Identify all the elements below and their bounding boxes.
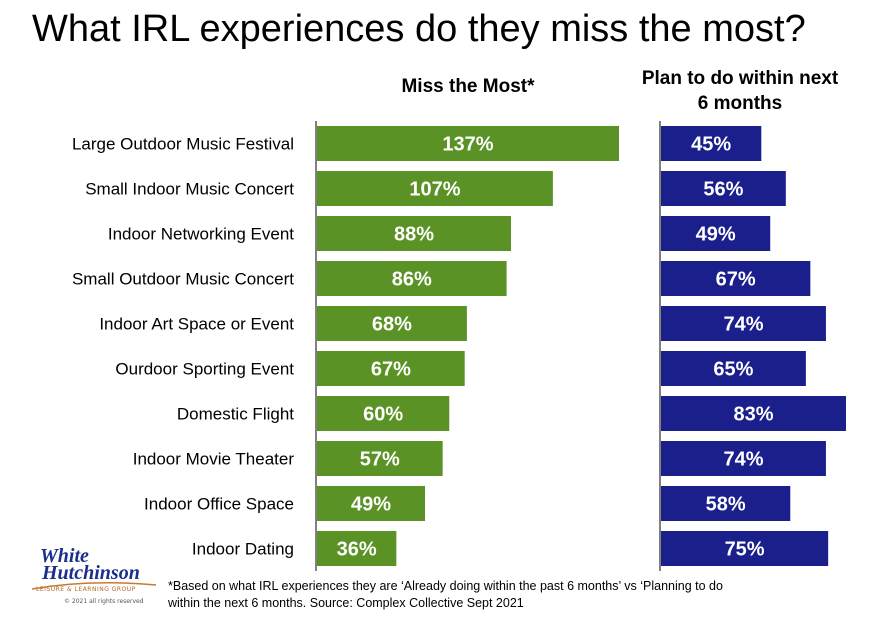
category-label: Small Indoor Music Concert (85, 180, 294, 199)
bar-miss-the-most (317, 351, 465, 386)
footnote-line-2: within the next 6 months. Source: Comple… (168, 596, 524, 610)
data-label: 67% (716, 269, 756, 291)
bar-miss-the-most (317, 396, 450, 431)
bar-plan-to-do (661, 351, 806, 386)
footnote: *Based on what IRL experiences they are … (168, 578, 868, 612)
data-label: 49% (351, 494, 391, 516)
series-header-plan-to-do: Plan to do within next 6 months (641, 68, 839, 114)
logo-text-line1: White (40, 545, 89, 567)
data-label: 68% (372, 314, 412, 336)
bar-miss-the-most (317, 171, 553, 206)
bar-plan-to-do (661, 396, 846, 431)
logo-swoosh-icon (31, 582, 157, 590)
logo-tagline: LEISURE & LEARNING GROUP (36, 586, 136, 593)
company-logo: White Hutchinson LEISURE & LEARNING GROU… (30, 546, 160, 610)
category-label: Domestic Flight (177, 405, 294, 424)
data-label: 56% (703, 179, 743, 201)
bar-miss-the-most (317, 306, 467, 341)
data-label: 49% (696, 224, 736, 246)
bar-plan-to-do (661, 261, 811, 296)
data-label: 65% (713, 359, 753, 381)
data-label: 74% (723, 314, 763, 336)
data-label: 75% (725, 539, 765, 561)
data-label: 57% (360, 449, 400, 471)
logo-copyright: © 2021 all rights reserved (64, 598, 144, 605)
footnote-line-1: *Based on what IRL experiences they are … (168, 579, 723, 593)
data-label: 67% (371, 359, 411, 381)
category-label: Ourdoor Sporting Event (115, 360, 294, 379)
data-label: 83% (733, 404, 773, 426)
data-label: 36% (337, 539, 377, 561)
bar-chart: Large Outdoor Music Festival 137% 45% Small… (72, 121, 846, 571)
bar-plan-to-do (661, 171, 786, 206)
data-label: 60% (363, 404, 403, 426)
data-label: 74% (723, 449, 763, 471)
bar-plan-to-do (661, 441, 826, 476)
category-label: Indoor Art Space or Event (99, 315, 294, 334)
bar-miss-the-most (317, 486, 426, 521)
series-header-miss-the-most: Miss the Most* (401, 76, 535, 97)
data-label: 86% (392, 269, 432, 291)
category-label: Indoor Networking Event (108, 225, 294, 244)
data-label: 88% (394, 224, 434, 246)
bar-miss-the-most (317, 216, 511, 251)
bar-miss-the-most (317, 531, 397, 566)
chart-title: What IRL experiences do they miss the mo… (32, 8, 806, 50)
data-label: 137% (442, 134, 493, 156)
category-label: Indoor Movie Theater (133, 450, 295, 469)
bar-plan-to-do (661, 126, 762, 161)
bar-plan-to-do (661, 216, 771, 251)
category-label: Small Outdoor Music Concert (72, 270, 294, 289)
data-label: 58% (706, 494, 746, 516)
bar-miss-the-most (317, 126, 619, 161)
bar-plan-to-do (661, 306, 826, 341)
bar-plan-to-do (661, 486, 791, 521)
category-label: Indoor Dating (192, 540, 294, 559)
bar-plan-to-do (661, 531, 829, 566)
bar-miss-the-most (317, 261, 507, 296)
logo-text-line2: Hutchinson (42, 562, 140, 584)
bar-miss-the-most (317, 441, 443, 476)
data-label: 45% (691, 134, 731, 156)
category-label: Indoor Office Space (144, 495, 294, 514)
data-label: 107% (409, 179, 460, 201)
category-label: Large Outdoor Music Festival (72, 135, 294, 154)
